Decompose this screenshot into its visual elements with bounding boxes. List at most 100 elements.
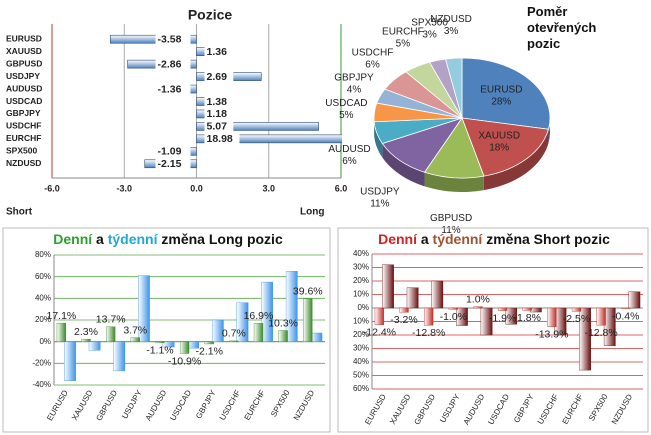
- bar: [56, 322, 67, 342]
- bar: [571, 307, 582, 312]
- bar: [399, 307, 409, 313]
- x-tick-label: -3.0: [116, 183, 132, 193]
- title-part: Denní: [53, 231, 93, 247]
- category-label: XAUUSD: [6, 46, 42, 56]
- x-tick-label: GBPJPY: [512, 392, 536, 424]
- value-label: 5.07: [207, 121, 228, 133]
- bar: [547, 307, 557, 327]
- slice-value: 3%: [422, 29, 437, 40]
- x-tick-label: USDJPY: [120, 388, 144, 420]
- y-tick-label: 10%: [353, 317, 369, 326]
- pie-side: [424, 172, 484, 192]
- value-label: 2.69: [207, 71, 228, 83]
- y-tick-label: 10%: [353, 290, 369, 299]
- y-tick-label: 20%: [35, 315, 51, 324]
- bar: [109, 34, 197, 44]
- label-box: [204, 107, 234, 120]
- x-tick-label: 6.0: [335, 183, 348, 193]
- x-tick-label: GBPUSD: [94, 388, 119, 422]
- value-label: -0.4%: [612, 310, 639, 322]
- slice-label: GBPUSD: [430, 213, 472, 224]
- x-tick-label: 0.0: [190, 183, 203, 193]
- y-tick-label: 30%: [353, 263, 369, 272]
- slice-value: 11%: [370, 198, 389, 209]
- x-tick-label: EURCHF: [243, 388, 268, 421]
- value-label: -1.1%: [146, 345, 173, 357]
- pie-side: [374, 121, 383, 158]
- slice-label: SPX500: [411, 17, 448, 28]
- x-tick-label: XAUUSD: [70, 388, 95, 422]
- value-label: 10.3%: [268, 317, 298, 329]
- label-box: [204, 95, 234, 108]
- slice-label: NZDUSD: [430, 14, 472, 25]
- bar: [229, 340, 239, 342]
- y-tick-label: 60%: [353, 384, 369, 393]
- value-label: -2.86: [158, 58, 182, 70]
- pie-side: [483, 129, 549, 191]
- bar: [303, 298, 313, 342]
- value-label: -13.9%: [535, 329, 568, 341]
- slice-value: 28%: [491, 96, 511, 107]
- bar: [285, 271, 298, 342]
- value-label: 17.1%: [47, 310, 77, 322]
- x-tick-label: USDCHF: [218, 388, 243, 421]
- slice-label: EURCHF: [382, 27, 424, 38]
- value-label: 0.7%: [222, 328, 246, 340]
- label-box: [204, 45, 234, 58]
- x-tick-label: NZDUSD: [292, 388, 317, 422]
- bar: [211, 319, 224, 342]
- slice-value: 6%: [342, 156, 357, 167]
- title-part: týdenní: [108, 231, 159, 247]
- value-label: -12.4%: [363, 327, 396, 339]
- bar: [480, 307, 493, 336]
- value-label: 3.7%: [123, 324, 147, 336]
- x-axis-label: Short: [6, 207, 33, 218]
- value-label: -10.9%: [168, 355, 201, 367]
- y-tick-label: -40%: [32, 380, 51, 389]
- slice-label: USDCAD: [325, 98, 367, 109]
- x-tick-label: GBPJPY: [194, 388, 218, 420]
- bar: [579, 307, 591, 371]
- title-part: změna Short pozic: [486, 231, 610, 247]
- x-axis-label: Long: [300, 207, 324, 218]
- x-tick-label: AUDUSD: [144, 388, 169, 422]
- chart-title: Poměr otevřených pozic: [527, 4, 597, 51]
- y-tick-label: 50%: [353, 371, 369, 380]
- slice-label: EURUSD: [480, 84, 522, 95]
- bar: [130, 337, 140, 342]
- x-tick-label: AUDUSD: [462, 392, 487, 426]
- bar: [261, 281, 273, 342]
- category-label: USDCAD: [6, 96, 42, 106]
- label-box: [155, 157, 191, 170]
- category-label: GBPJPY: [6, 108, 41, 118]
- slice-value: 6%: [365, 59, 380, 70]
- bar: [106, 326, 116, 342]
- label-box: [155, 58, 191, 71]
- category-label: GBPUSD: [6, 58, 42, 68]
- label-box: [155, 145, 191, 158]
- bar: [253, 323, 264, 342]
- title-box: Poměr otevřených pozic: [527, 4, 597, 51]
- value-label: 18.98: [207, 133, 233, 145]
- y-tick-label: 40%: [353, 357, 369, 366]
- title-part: a: [96, 231, 104, 247]
- bar: [406, 287, 419, 309]
- category-label: AUDUSD: [6, 83, 42, 93]
- slice-label: XAUUSD: [478, 130, 520, 141]
- bar: [621, 307, 631, 309]
- chart-title: Pozice: [188, 7, 233, 23]
- pie-slice: [461, 117, 549, 177]
- slice-label: USDCHF: [352, 47, 394, 58]
- label-box: [155, 83, 191, 96]
- bar: [456, 307, 468, 326]
- label-box: [204, 70, 234, 83]
- category-label: SPX500: [6, 146, 37, 156]
- value-label: 16.9%: [244, 310, 274, 322]
- y-tick-label: 60%: [35, 272, 51, 281]
- bar: [179, 341, 190, 354]
- value-label: -12.8%: [584, 327, 617, 339]
- title-part: Denní: [378, 231, 418, 247]
- x-tick-label: USDJPY: [438, 392, 462, 424]
- bar: [196, 134, 342, 144]
- slice-value: 5%: [339, 110, 354, 121]
